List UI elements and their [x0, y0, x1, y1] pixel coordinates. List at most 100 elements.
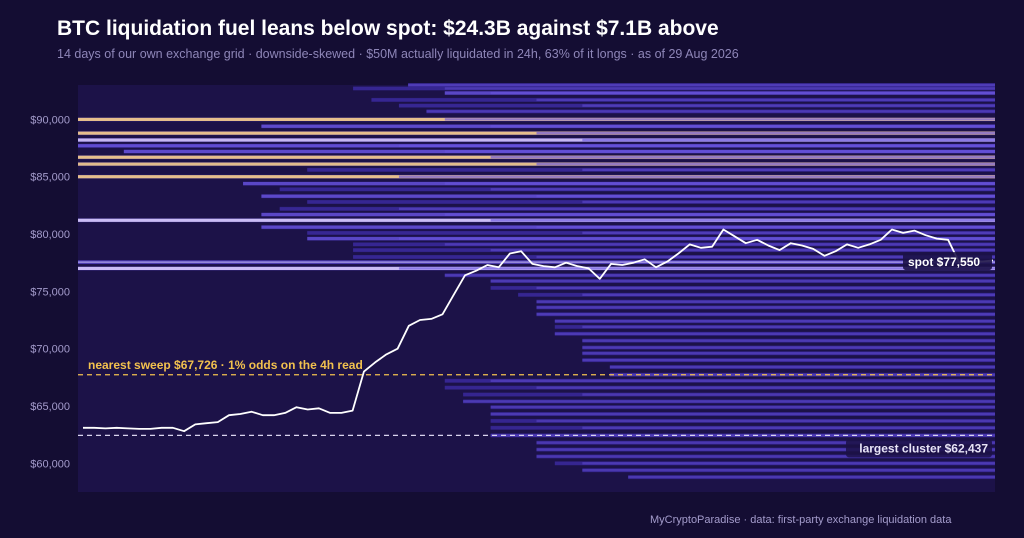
heat-band: [371, 97, 995, 102]
heat-band-highlight: [536, 195, 995, 198]
heat-band-core: [582, 468, 995, 472]
heat-band-highlight: [490, 434, 995, 437]
heat-band-highlight: [582, 104, 995, 107]
heat-band-core: [261, 212, 995, 217]
heat-band: [490, 425, 995, 430]
heat-band-core: [243, 181, 995, 186]
heat-band: [307, 230, 995, 235]
heat-band: [307, 167, 995, 172]
heat-band: [408, 83, 995, 87]
heat-band-highlight: [463, 400, 995, 403]
heat-band-core: [444, 273, 995, 277]
heat-band-core: [463, 399, 995, 404]
heat-band-highlight: [582, 325, 995, 329]
heat-band-core: [554, 332, 995, 336]
y-tick-label: $70,000: [30, 344, 70, 356]
heat-band: [243, 181, 995, 186]
heat-band-core: [536, 312, 995, 316]
heat-band: [279, 187, 995, 192]
heat-band-highlight: [490, 156, 995, 159]
heat-band: [490, 279, 995, 284]
heat-band-core: [554, 461, 995, 465]
y-tick-label: $75,000: [30, 286, 70, 298]
heat-band-core: [398, 104, 995, 108]
y-tick-label: $90,000: [30, 114, 70, 126]
heat-band-highlight: [398, 175, 995, 178]
heat-band-core: [490, 419, 995, 423]
heat-band-highlight: [444, 87, 995, 90]
heat-band-core: [490, 426, 995, 430]
heat-band-highlight: [490, 412, 995, 416]
heat-band-core: [518, 293, 995, 297]
spot-label: spot $77,550: [908, 255, 980, 269]
heat-band-highlight: [582, 426, 995, 429]
heat-band-highlight: [490, 188, 995, 191]
heat-band-core: [353, 86, 996, 91]
price-line: [83, 228, 994, 433]
heat-band-highlight: [490, 248, 995, 252]
heat-band: [353, 248, 996, 253]
heat-band-core: [78, 138, 995, 142]
heat-band: [490, 433, 995, 438]
cluster-label-bg: [846, 439, 992, 458]
cluster-label: largest cluster $62,437: [859, 441, 988, 455]
heat-band-highlight: [490, 91, 995, 95]
heat-band: [554, 324, 995, 329]
heat-band-core: [490, 412, 995, 416]
heat-band: [78, 266, 995, 271]
heat-band-highlight: [444, 118, 995, 121]
heat-band-highlight: [444, 274, 995, 277]
heat-band-highlight: [582, 462, 995, 465]
heat-band-core: [353, 242, 996, 246]
heat-band: [307, 199, 995, 204]
heat-band: [78, 155, 995, 160]
heat-band-core: [582, 351, 995, 355]
annotations: spot $77,550 nearest sweep $67,726 · 1% o…: [88, 252, 992, 458]
heat-band-core: [408, 83, 995, 87]
heat-band-highlight: [444, 150, 995, 153]
heat-band-highlight: [490, 125, 995, 128]
heat-band: [78, 138, 995, 143]
heat-band: [490, 418, 995, 423]
heat-band-core: [279, 187, 995, 191]
heat-band: [582, 351, 995, 356]
heat-band-highlight: [536, 448, 995, 451]
heat-band: [536, 454, 995, 459]
spot-label-bg: [903, 252, 992, 271]
heat-band-core: [371, 98, 995, 102]
heat-band-core: [444, 379, 995, 383]
heat-band-core: [536, 441, 995, 445]
heat-band: [536, 299, 995, 304]
heat-band-highlight: [490, 219, 995, 222]
heat-band: [582, 358, 995, 363]
heat-band: [582, 345, 995, 350]
heat-band: [78, 117, 995, 122]
heat-band-highlight: [582, 138, 995, 142]
heat-band-core: [490, 405, 995, 409]
heat-band-core: [490, 279, 995, 283]
heat-band-core: [490, 433, 995, 437]
heat-band: [123, 149, 996, 154]
heat-band-highlight: [408, 83, 995, 87]
heat-band-highlight: [444, 243, 995, 246]
heat-band-core: [426, 109, 996, 113]
heat-band-core: [536, 305, 995, 310]
y-tick-label: $65,000: [30, 401, 70, 413]
heat-band-highlight: [536, 300, 995, 303]
heat-band: [536, 440, 995, 445]
heat-band: [490, 405, 995, 410]
heat-band: [518, 292, 995, 297]
heat-band-highlight: [398, 144, 995, 147]
heat-band-highlight: [554, 319, 995, 323]
heat-band: [444, 91, 995, 96]
heat-band-core: [536, 300, 995, 304]
heat-band-highlight: [582, 358, 995, 362]
heat-band-core: [444, 386, 995, 390]
heat-band: [398, 103, 995, 108]
heat-band: [307, 236, 995, 241]
heat-band-highlight: [536, 386, 995, 389]
y-tick-label: $80,000: [30, 229, 70, 241]
y-tick-label: $60,000: [30, 458, 70, 470]
heat-band-core: [307, 237, 995, 241]
